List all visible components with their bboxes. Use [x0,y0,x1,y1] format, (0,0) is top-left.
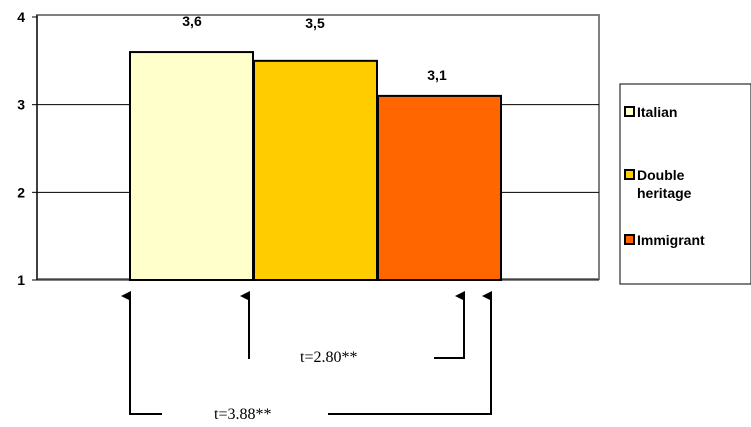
legend-label: Italian [637,104,677,120]
bars [129,51,502,282]
annotation-t280: t=2.80** [240,291,465,366]
legend-swatch [624,169,635,180]
legend-box [619,83,751,285]
bracket-right-t280 [434,291,465,359]
legend-swatch [624,234,635,245]
legend-label-line: heritage [637,185,692,201]
annotation-t388: t=3.88** [121,291,492,423]
y-tick-label: 2 [17,184,25,200]
annotation-label-t388: t=3.88** [214,406,271,423]
bracket-left-t388 [121,291,162,415]
data-label: 3,5 [305,15,325,31]
y-axis-ticks: 1 2 3 4 [17,9,37,288]
legend-label: Immigrant [637,232,705,248]
legend-label: Double heritage [637,167,692,201]
legend-label-line: Italian [637,104,677,120]
data-label: 3,1 [427,67,447,83]
data-labels: 3,6 3,5 3,1 [182,13,447,83]
bar [253,59,378,282]
legend-label-line: Double [637,167,685,183]
y-tick-label: 1 [17,272,25,288]
legend-swatch [624,106,635,117]
data-label: 3,6 [182,13,202,29]
legend-label-line: Immigrant [637,232,705,248]
y-tick-label: 4 [17,9,25,25]
annotation-label-t280: t=2.80** [300,349,357,366]
legend: Italian Double heritage Immigrant [619,83,751,285]
bracket-right-t388 [328,291,492,415]
bar [129,51,254,281]
bar [377,94,502,282]
y-tick-label: 3 [17,97,25,113]
